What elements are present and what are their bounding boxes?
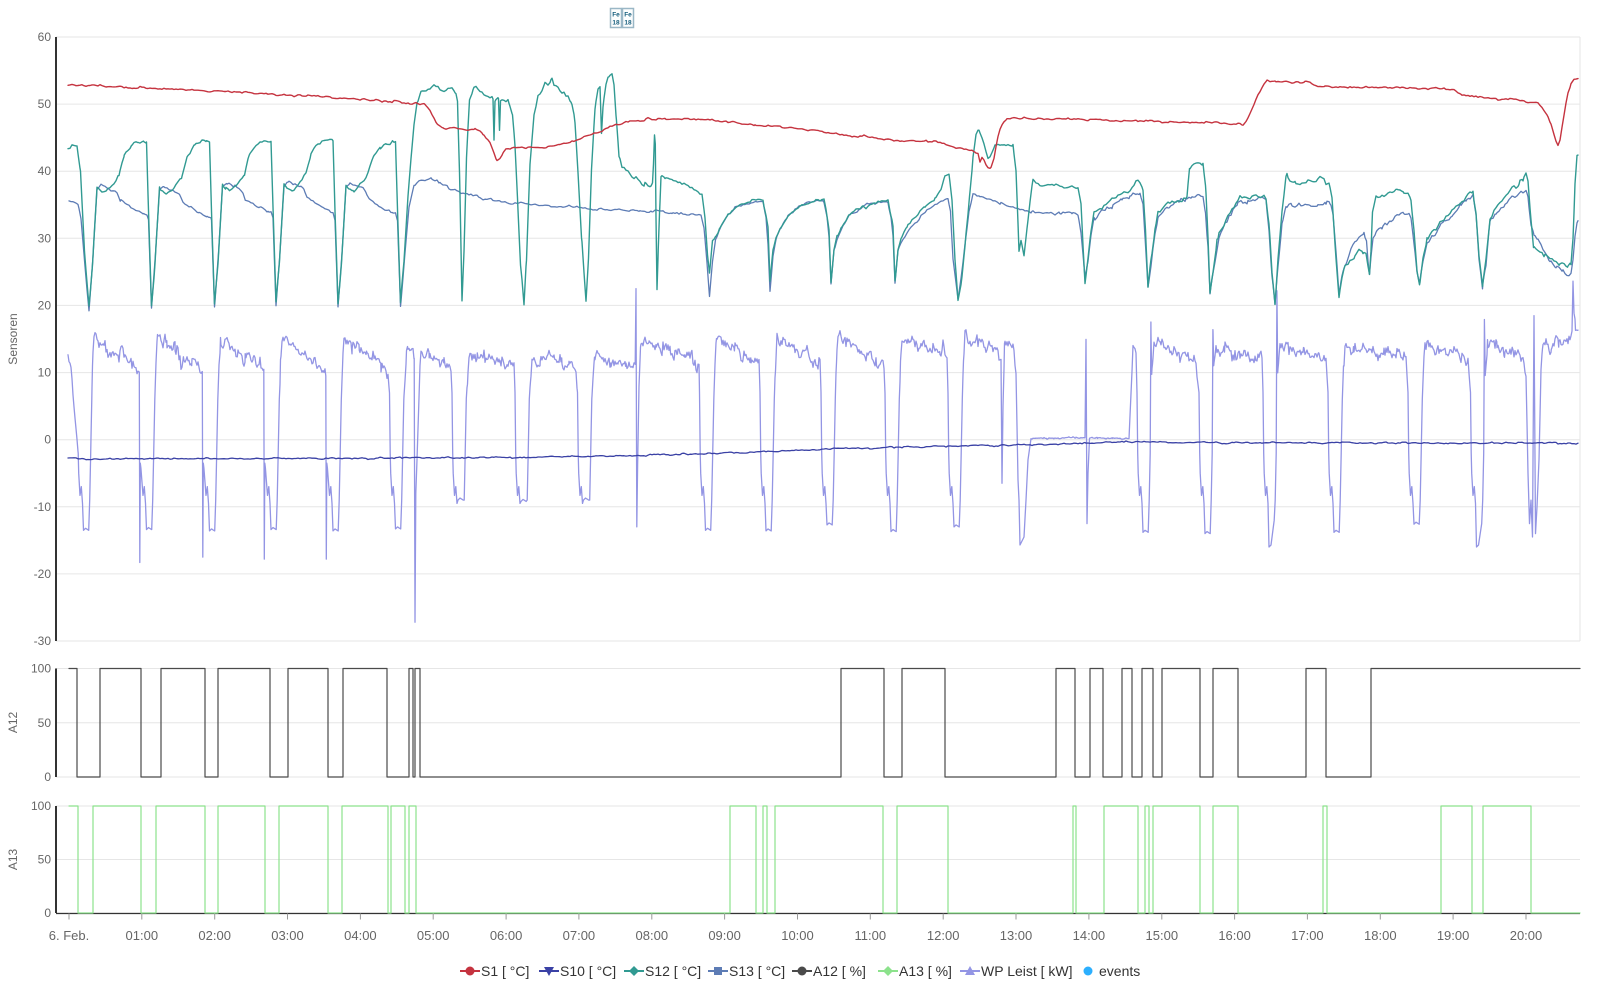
svg-text:10:00: 10:00	[781, 928, 814, 943]
svg-text:A13: A13	[6, 849, 20, 871]
svg-text:03:00: 03:00	[271, 928, 304, 943]
svg-text:30: 30	[38, 231, 52, 245]
svg-text:-20: -20	[34, 567, 52, 581]
svg-text:50: 50	[38, 97, 52, 111]
svg-text:02:00: 02:00	[198, 928, 231, 943]
svg-text:A13 [ %]: A13 [ %]	[899, 963, 952, 979]
svg-text:15:00: 15:00	[1146, 928, 1179, 943]
svg-text:0: 0	[44, 433, 51, 447]
svg-text:08:00: 08:00	[636, 928, 669, 943]
svg-text:A12 [ %]: A12 [ %]	[813, 963, 866, 979]
svg-text:events: events	[1099, 963, 1140, 979]
svg-text:Fe: Fe	[612, 12, 620, 19]
svg-text:14:00: 14:00	[1073, 928, 1106, 943]
svg-text:Sensoren: Sensoren	[6, 313, 20, 364]
svg-text:16:00: 16:00	[1218, 928, 1251, 943]
svg-text:S10 [ °C]: S10 [ °C]	[560, 963, 616, 979]
svg-text:18:00: 18:00	[1364, 928, 1397, 943]
svg-text:100: 100	[31, 799, 51, 813]
svg-text:WP Leist [ kW]: WP Leist [ kW]	[981, 963, 1073, 979]
svg-text:18: 18	[612, 20, 620, 27]
svg-text:-30: -30	[34, 634, 52, 648]
svg-text:11:00: 11:00	[855, 928, 887, 943]
svg-text:12:00: 12:00	[927, 928, 960, 943]
svg-text:10: 10	[38, 366, 52, 380]
svg-text:6. Feb.: 6. Feb.	[49, 928, 89, 943]
svg-text:04:00: 04:00	[344, 928, 377, 943]
svg-text:20:00: 20:00	[1510, 928, 1543, 943]
svg-text:A12: A12	[6, 712, 20, 734]
svg-text:18: 18	[624, 20, 632, 27]
svg-text:05:00: 05:00	[417, 928, 450, 943]
svg-text:0: 0	[44, 906, 51, 920]
svg-text:S13 [ °C]: S13 [ °C]	[729, 963, 785, 979]
svg-text:06:00: 06:00	[490, 928, 523, 943]
svg-text:20: 20	[38, 298, 52, 312]
svg-text:0: 0	[44, 770, 51, 784]
svg-text:40: 40	[38, 164, 52, 178]
svg-text:01:00: 01:00	[126, 928, 159, 943]
svg-text:S1 [ °C]: S1 [ °C]	[481, 963, 529, 979]
svg-text:Fe: Fe	[624, 12, 632, 19]
svg-text:17:00: 17:00	[1291, 928, 1324, 943]
svg-text:S12 [ °C]: S12 [ °C]	[645, 963, 701, 979]
svg-text:13:00: 13:00	[1000, 928, 1033, 943]
svg-text:09:00: 09:00	[708, 928, 741, 943]
svg-text:-10: -10	[34, 500, 52, 514]
svg-text:50: 50	[38, 853, 52, 867]
svg-text:100: 100	[31, 662, 51, 676]
svg-text:50: 50	[38, 716, 52, 730]
svg-text:60: 60	[38, 30, 52, 44]
svg-text:19:00: 19:00	[1437, 928, 1470, 943]
svg-text:07:00: 07:00	[563, 928, 596, 943]
